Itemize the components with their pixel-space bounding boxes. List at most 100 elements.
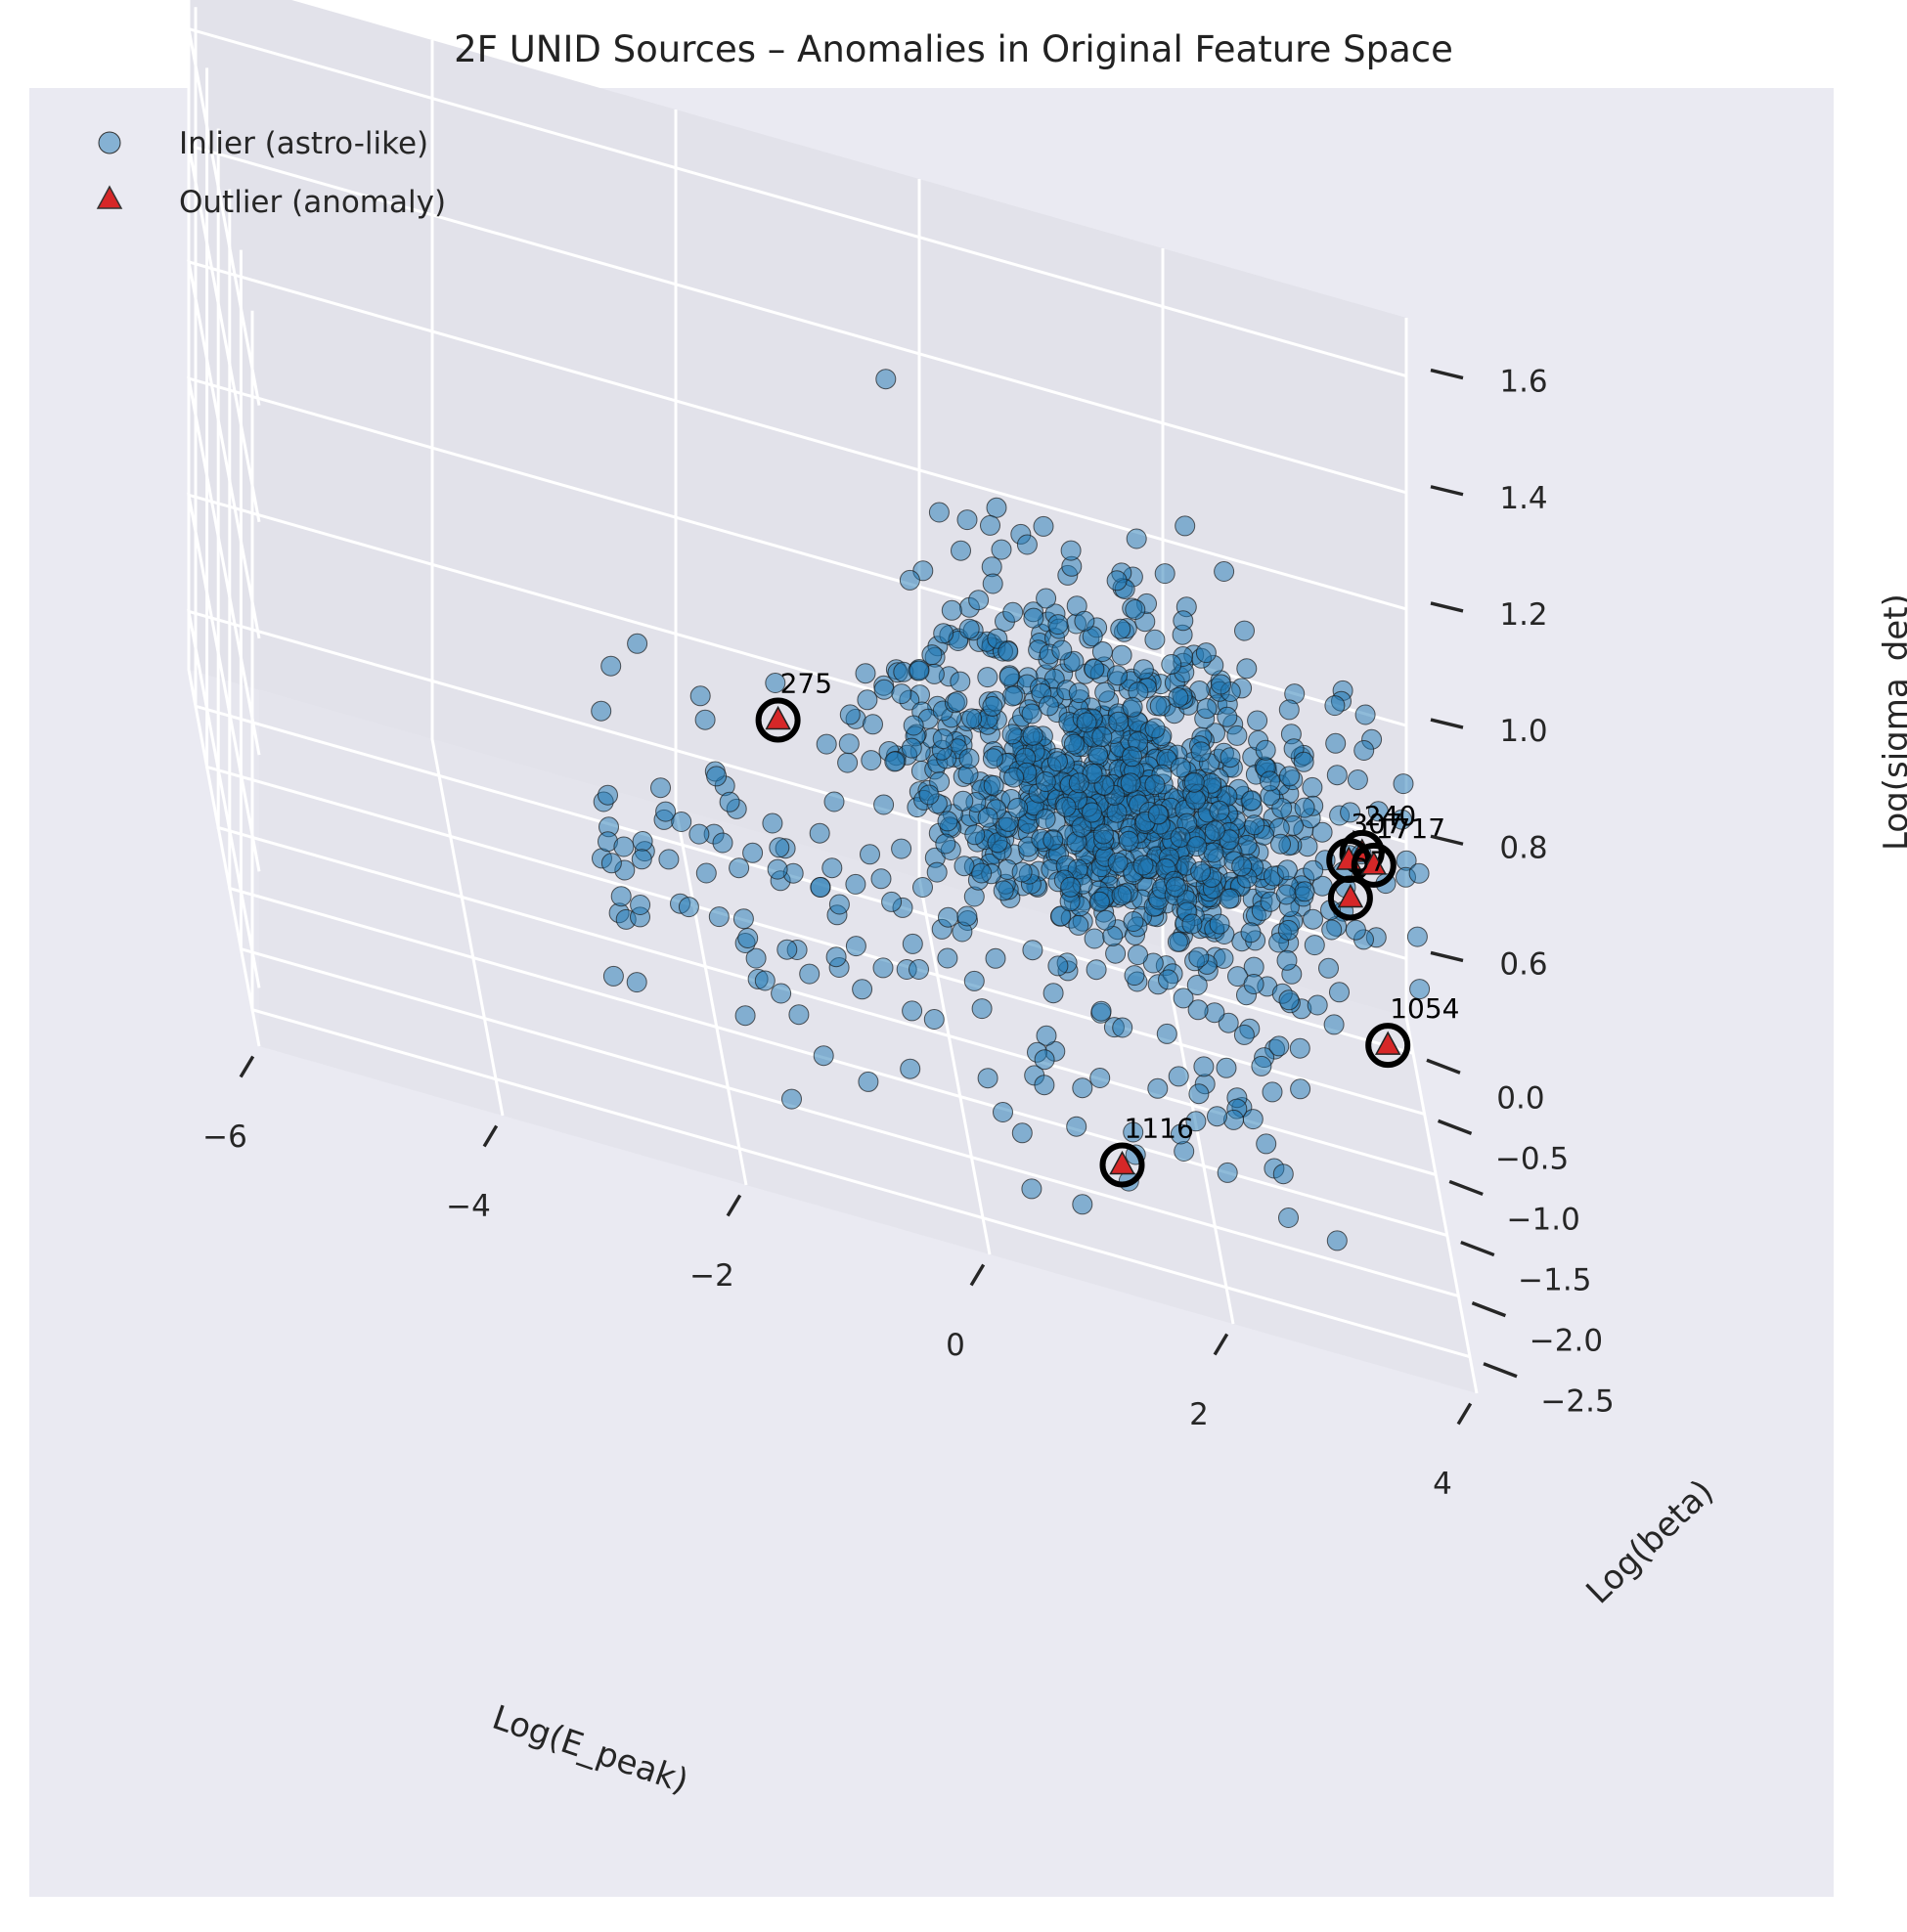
outlier-point — [1337, 883, 1364, 908]
inlier-point — [1165, 876, 1186, 898]
inlier-point — [873, 679, 895, 700]
inlier-point — [1167, 931, 1188, 952]
y-gridline — [194, 7, 1414, 1055]
inlier-point — [861, 750, 882, 771]
inlier-point — [737, 928, 759, 948]
inlier-point — [1068, 682, 1089, 704]
y-gridline — [228, 189, 1448, 1237]
inlier-point — [982, 748, 1003, 769]
inlier-point — [729, 857, 750, 879]
inlier-point — [1060, 540, 1082, 561]
inlier-point — [1409, 979, 1431, 1000]
inlier-point — [706, 766, 728, 787]
inlier-point — [902, 933, 923, 954]
inlier-point — [1302, 776, 1323, 798]
inlier-point — [1276, 949, 1298, 971]
inlier-point — [1007, 798, 1029, 818]
inlier-point — [937, 811, 958, 832]
inlier-point — [873, 794, 895, 815]
inlier-point — [1132, 855, 1154, 876]
inlier-point — [1063, 733, 1085, 755]
inlier-point — [912, 877, 933, 898]
inlier-point — [754, 970, 776, 991]
inlier-point — [891, 838, 912, 859]
inlier-point — [1188, 1083, 1210, 1105]
inlier-point — [1393, 773, 1414, 795]
inlier-point — [918, 784, 940, 806]
outlier-ring — [1327, 875, 1373, 921]
inlier-point — [963, 970, 985, 991]
x-gridline — [674, 110, 748, 1186]
x-gridline — [1404, 318, 1479, 1394]
inlier-point — [891, 683, 912, 705]
inlier-point — [650, 777, 671, 799]
z-axis-label: Log(sigma_det) — [1877, 593, 1907, 851]
x-tick — [969, 1263, 986, 1287]
inlier-point — [1318, 957, 1339, 979]
inlier-point — [993, 880, 1014, 901]
inlier-point — [591, 700, 612, 722]
inlier-point — [1147, 804, 1169, 825]
inlier-point — [678, 897, 699, 918]
inlier-point — [767, 858, 788, 880]
inlier-point — [769, 837, 790, 858]
inlier-point — [1353, 740, 1375, 761]
inlier-point — [600, 655, 622, 677]
inlier-point — [1293, 751, 1314, 772]
z-tick — [1430, 950, 1464, 963]
inlier-point — [909, 959, 929, 980]
inlier-point — [1255, 739, 1276, 761]
inlier-point — [937, 947, 958, 969]
inlier-point — [1223, 1109, 1244, 1130]
gridlines — [187, 0, 1479, 1394]
outlier-point — [1360, 851, 1388, 875]
inlier-point — [928, 502, 950, 523]
inlier-point — [610, 886, 632, 907]
inlier-point — [1042, 829, 1064, 851]
inlier-point — [1001, 724, 1023, 745]
inlier-point — [1022, 940, 1043, 961]
inlier-point — [1047, 955, 1069, 977]
x-tick — [482, 1124, 499, 1148]
x-gridline — [430, 40, 505, 1117]
outlier-label: 1717 — [1376, 812, 1445, 845]
y-tick — [1460, 1240, 1495, 1257]
inlier-point — [1340, 802, 1361, 823]
inlier-point — [745, 947, 767, 969]
x-tick-label: 2 — [1189, 1397, 1209, 1432]
inlier-point — [1158, 969, 1178, 990]
inlier-point — [1047, 751, 1068, 772]
y-tick-label: −1.0 — [1507, 1202, 1580, 1237]
inlier-point — [1107, 665, 1128, 686]
inlier-point — [1347, 769, 1368, 790]
inlier-point — [902, 1000, 923, 1022]
inlier-point — [1270, 833, 1291, 855]
inlier-point — [1094, 681, 1116, 703]
inlier-point — [1209, 913, 1230, 935]
inlier-point — [688, 823, 710, 845]
inlier-point — [799, 963, 820, 985]
inlier-point — [1112, 1017, 1133, 1038]
x-tick — [1456, 1402, 1473, 1426]
inlier-point — [941, 599, 962, 621]
inlier-point — [1108, 711, 1130, 732]
inlier-point — [1290, 1078, 1311, 1100]
inlier-point — [1185, 1111, 1207, 1132]
y-gridline — [250, 310, 1471, 1359]
inlier-point — [998, 666, 1020, 687]
inlier-point — [600, 853, 622, 874]
z-gridline — [187, 143, 1407, 523]
inlier-point — [1236, 658, 1258, 680]
inlier-point — [1304, 935, 1325, 956]
inlier-point — [1107, 852, 1129, 873]
inlier-point — [1090, 1000, 1112, 1022]
inlier-point — [1068, 772, 1089, 794]
inlier-point — [1186, 836, 1208, 857]
inlier-point — [1091, 726, 1113, 747]
inlier-point — [1023, 607, 1044, 629]
inlier-point — [1354, 704, 1376, 725]
outlier-label: 307 — [1351, 808, 1402, 840]
inlier-point — [689, 685, 711, 707]
outlier-point — [765, 705, 791, 730]
inlier-point — [1326, 1230, 1348, 1251]
